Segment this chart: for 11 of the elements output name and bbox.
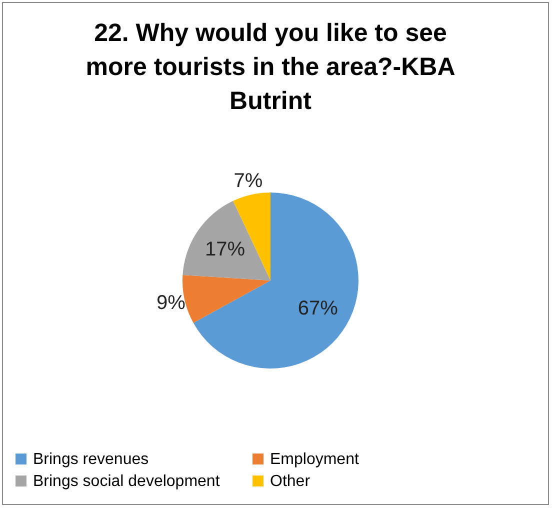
data-label: 67%	[298, 297, 338, 320]
data-label: 9%	[156, 292, 186, 314]
data-label: 17%	[204, 238, 246, 261]
pie-slice	[182, 200, 270, 280]
legend-label: Other	[270, 473, 311, 490]
pie-slice	[193, 192, 358, 368]
data-label: 7%	[234, 170, 263, 192]
legend-label: Employment	[270, 451, 360, 468]
chart-title: 22. Why would you like to see more tourists in the area?-KBA Butrint	[86, 19, 456, 115]
legend-label: Brings revenues	[33, 451, 149, 468]
legend-label: Brings social development	[33, 473, 220, 490]
